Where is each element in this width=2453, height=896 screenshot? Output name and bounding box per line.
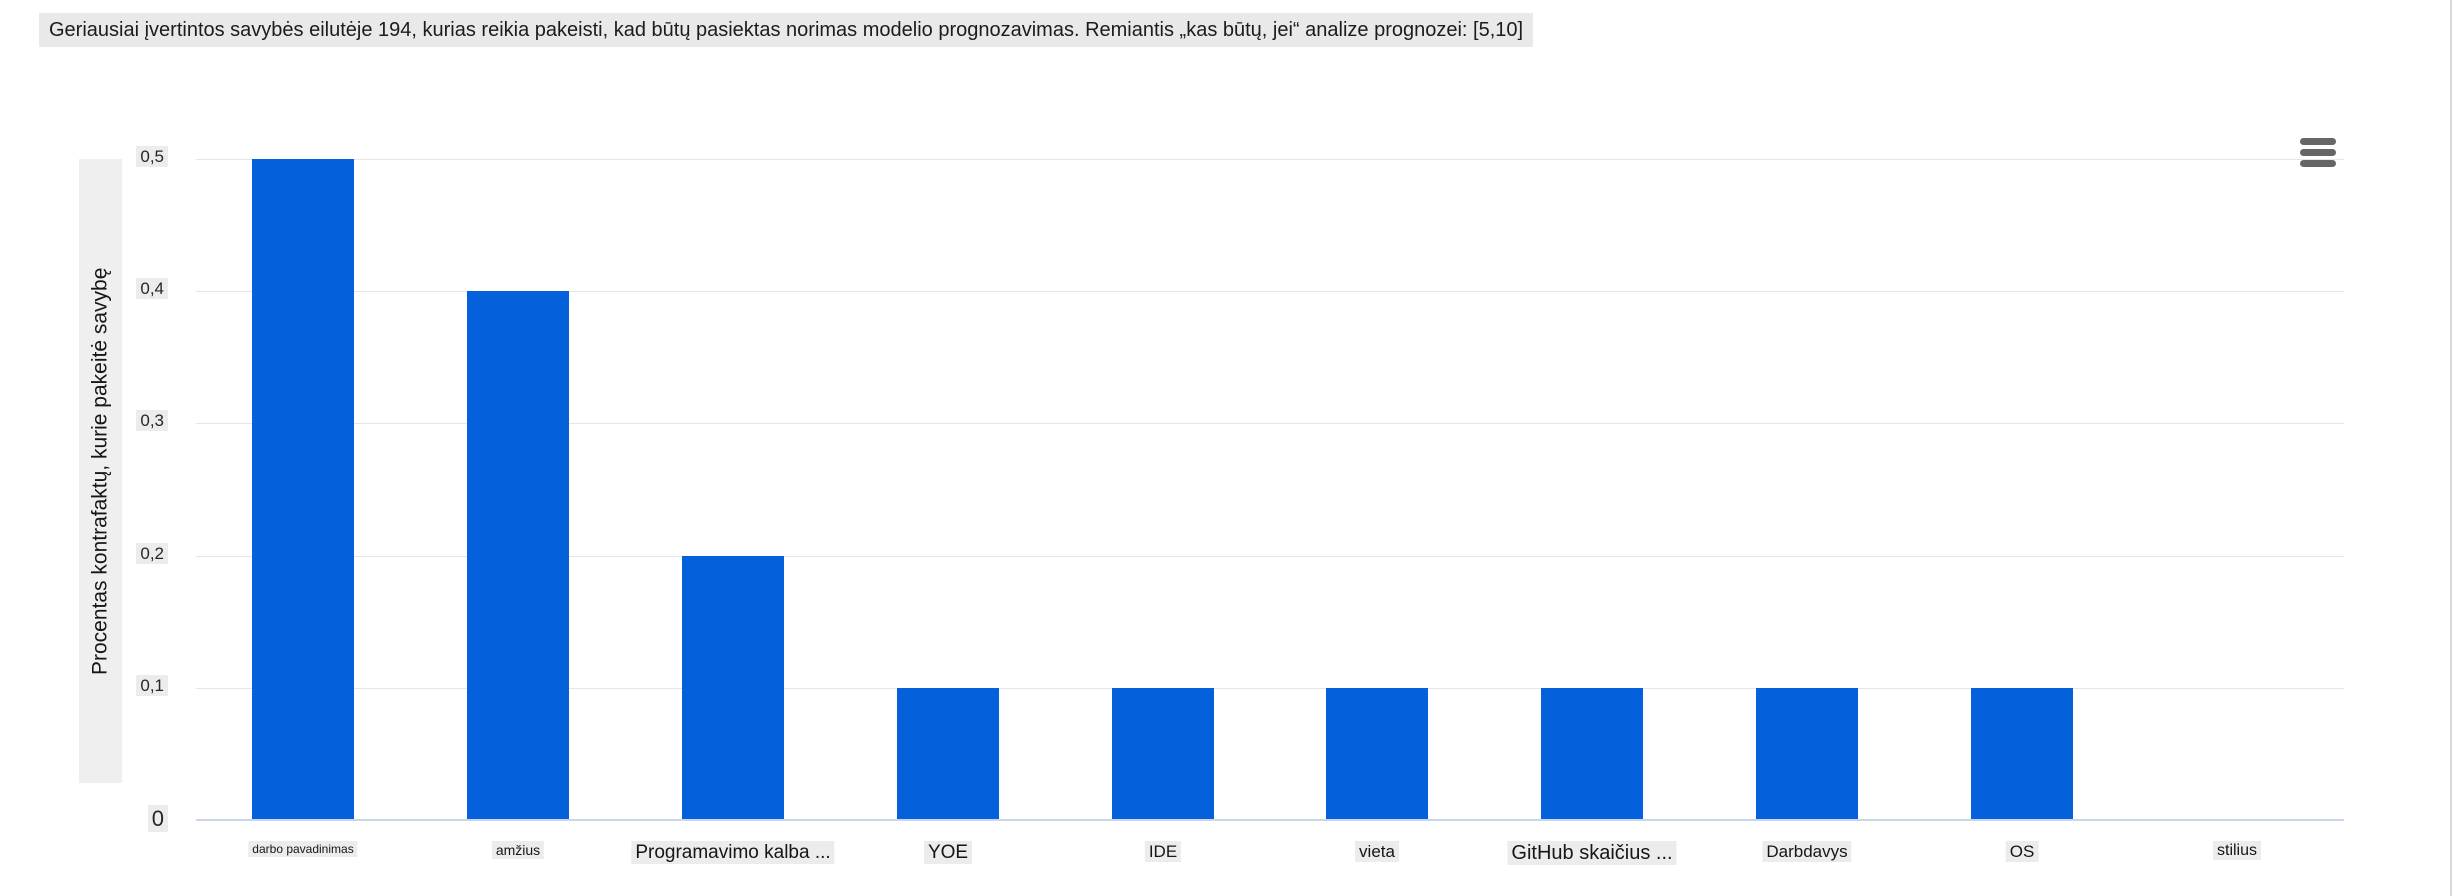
hamburger-icon xyxy=(2300,137,2336,145)
hamburger-icon xyxy=(2300,159,2336,167)
bar-vieta[interactable] xyxy=(1326,688,1428,820)
x-axis-label: vieta xyxy=(1355,841,1399,862)
y-tick-label: 0,2 xyxy=(108,543,168,564)
x-axis-label: darbo pavadinimas xyxy=(248,841,358,857)
x-axis-label: YOE xyxy=(923,841,973,864)
bar-darbdavys[interactable] xyxy=(1756,688,1858,820)
chart-title: Geriausiai įvertintos savybės eilutėje 1… xyxy=(39,13,1534,47)
bar-os[interactable] xyxy=(1971,688,2073,820)
chart-context-menu-button[interactable] xyxy=(2300,134,2342,170)
bar-github-skai-ius[interactable] xyxy=(1541,688,1643,820)
y-tick-label: 0,3 xyxy=(108,410,168,431)
hamburger-icon xyxy=(2300,148,2336,156)
gridline xyxy=(196,423,2344,424)
y-tick-label: 0 xyxy=(108,805,168,832)
x-axis-label: amžius xyxy=(491,841,545,859)
bar-darbo-pavadinimas[interactable] xyxy=(252,159,354,820)
gridline xyxy=(196,291,2344,292)
x-axis-label: stilius xyxy=(2212,841,2262,860)
gridline xyxy=(196,688,2344,689)
x-axis-line xyxy=(196,819,2344,821)
x-axis-label: Darbdavys xyxy=(1762,841,1852,862)
bar-yoe[interactable] xyxy=(897,688,999,820)
gridline xyxy=(196,556,2344,557)
x-axis-label: GitHub skaičius ... xyxy=(1507,841,1677,865)
gridline xyxy=(196,159,2344,160)
bar-programavimo-kalba[interactable] xyxy=(682,556,784,820)
y-tick-label: 0,4 xyxy=(108,278,168,299)
x-axis-label: OS xyxy=(2005,841,2039,862)
bar-am-ius[interactable] xyxy=(467,291,569,820)
y-tick-label: 0,1 xyxy=(108,675,168,696)
bar-ide[interactable] xyxy=(1112,688,1214,820)
x-axis-label: IDE xyxy=(1144,841,1182,862)
y-tick-label: 0,5 xyxy=(108,146,168,167)
x-axis-label: Programavimo kalba ... xyxy=(631,841,835,864)
window-right-border xyxy=(2450,0,2452,896)
